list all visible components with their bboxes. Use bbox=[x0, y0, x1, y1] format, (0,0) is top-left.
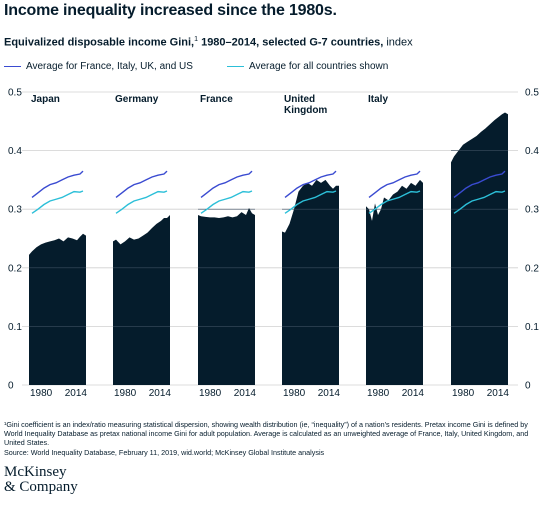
x-tick-label-end: 2014 bbox=[65, 388, 88, 399]
avg-line-fr-it-uk-us bbox=[368, 170, 421, 199]
panel-label: Kingdom bbox=[284, 105, 327, 116]
y-tick-label-left: 0.1 bbox=[8, 322, 22, 333]
x-tick-label-end: 2014 bbox=[149, 388, 172, 399]
country-area bbox=[198, 208, 255, 385]
y-tick-label-right: 0 bbox=[525, 381, 531, 392]
x-tick-label-start: 1980 bbox=[114, 388, 137, 399]
y-tick-label-right: 0.2 bbox=[525, 263, 539, 274]
legend-label: Average for all countries shown bbox=[249, 61, 389, 72]
x-tick-label-end: 2014 bbox=[487, 388, 510, 399]
country-area bbox=[29, 233, 86, 385]
x-tick-label-end: 2014 bbox=[402, 388, 425, 399]
x-tick-label-start: 1980 bbox=[30, 388, 53, 399]
y-tick-label-left: 0.2 bbox=[8, 263, 22, 274]
x-tick-label-start: 1980 bbox=[283, 388, 306, 399]
legend-swatch-cyan bbox=[227, 65, 244, 68]
x-tick-label-end: 2014 bbox=[318, 388, 341, 399]
legend-swatch-dark-blue bbox=[4, 65, 21, 68]
country-area bbox=[451, 112, 508, 385]
chart-subtitle: Equivalized disposable income Gini,1 198… bbox=[4, 36, 413, 49]
x-tick-label-start: 1980 bbox=[199, 388, 222, 399]
subtitle-footnote-marker: 1 bbox=[194, 36, 199, 43]
subtitle-unit: index bbox=[383, 36, 413, 49]
y-tick-label-right: 0.5 bbox=[525, 88, 539, 99]
x-tick-label-end: 2014 bbox=[234, 388, 257, 399]
avg-line-fr-it-uk-us bbox=[284, 170, 337, 199]
logo-line-1: McKinsey bbox=[4, 464, 67, 480]
y-tick-label-right: 0.1 bbox=[525, 322, 539, 333]
country-area bbox=[282, 179, 339, 385]
avg-line-all bbox=[453, 190, 506, 214]
panel-label: Germany bbox=[115, 94, 159, 105]
y-tick-label-left: 0.4 bbox=[8, 146, 22, 157]
avg-line-all bbox=[368, 190, 421, 214]
country-area bbox=[366, 179, 423, 385]
legend-item-avg-all: Average for all countries shown bbox=[227, 61, 388, 72]
panel-label: Italy bbox=[368, 94, 388, 105]
chart-title: Income inequality increased since the 19… bbox=[4, 2, 337, 19]
mckinsey-logo: McKinsey & Company bbox=[4, 465, 78, 495]
avg-line-fr-it-uk-us bbox=[453, 170, 506, 199]
country-area bbox=[113, 215, 170, 385]
panel-label: Japan bbox=[31, 94, 60, 105]
legend-label: Average for France, Italy, UK, and US bbox=[26, 61, 193, 72]
y-tick-label-left: 0 bbox=[8, 381, 14, 392]
y-tick-label-right: 0.3 bbox=[525, 205, 539, 216]
panel-label: France bbox=[200, 94, 233, 105]
panel-label: States bbox=[453, 105, 483, 116]
avg-line-fr-it-uk-us bbox=[115, 170, 168, 199]
y-tick-label-left: 0.5 bbox=[8, 88, 22, 99]
subtitle-years: 1980–2014, selected G-7 countries, bbox=[198, 36, 384, 49]
x-tick-label-start: 1980 bbox=[367, 388, 390, 399]
panel-label: United bbox=[284, 94, 315, 105]
small-multiples-chart: 0 0 0.1 0.1 0.2 0.2 0.3 0.3 0.4 0.4 0.5 0.5 Japan 198… bbox=[8, 88, 539, 400]
x-tick-label-start: 1980 bbox=[452, 388, 475, 399]
legend-item-avg-fr-it-uk-us: Average for France, Italy, UK, and US bbox=[4, 61, 193, 72]
avg-line-all bbox=[284, 190, 337, 214]
avg-line-all bbox=[115, 190, 168, 214]
panel-label: United bbox=[453, 94, 484, 105]
avg-line-all bbox=[31, 190, 84, 214]
y-tick-label-left: 0.3 bbox=[8, 205, 22, 216]
avg-line-all bbox=[200, 190, 253, 214]
logo-line-2: & Company bbox=[4, 479, 78, 495]
avg-line-fr-it-uk-us bbox=[31, 170, 84, 199]
y-tick-label-right: 0.4 bbox=[525, 146, 539, 157]
subtitle-measure: Equivalized disposable income Gini, bbox=[4, 36, 195, 49]
footnote: ¹Gini coefficient is an index/ratio meas… bbox=[4, 420, 536, 457]
footnote-definition: ¹Gini coefficient is an index/ratio meas… bbox=[4, 420, 529, 448]
avg-line-fr-it-uk-us bbox=[200, 170, 253, 199]
footnote-source: Source: World Inequality Database, Febru… bbox=[4, 447, 325, 457]
